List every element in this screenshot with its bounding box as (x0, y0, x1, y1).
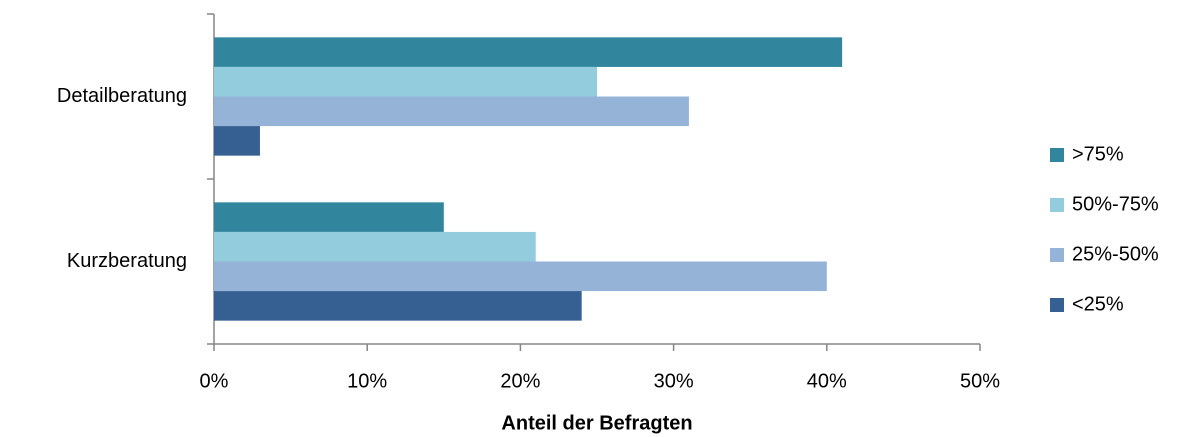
bar (214, 126, 260, 156)
x-tick-label: 40% (807, 370, 847, 392)
legend-swatch (1050, 298, 1064, 312)
bar (214, 291, 582, 321)
x-tick-label: 20% (500, 370, 540, 392)
x-tick-label: 50% (960, 370, 1000, 392)
legend-label: <25% (1072, 293, 1124, 315)
legend-swatch (1050, 148, 1064, 162)
x-tick-label: 30% (654, 370, 694, 392)
legend-swatch (1050, 198, 1064, 212)
y-tick-label: Detailberatung (57, 85, 187, 107)
bar (214, 37, 843, 67)
bar (214, 96, 689, 127)
x-axis-label: Anteil der Befragten (501, 412, 692, 434)
bar (214, 231, 536, 262)
bar (214, 261, 827, 292)
x-tick-label: 10% (347, 370, 387, 392)
legend-swatch (1050, 248, 1064, 262)
legend-label: 25%-50% (1072, 243, 1159, 265)
bar (214, 202, 444, 232)
bar (214, 66, 597, 97)
y-tick-label: Kurzberatung (67, 250, 187, 272)
legend-label: 50%-75% (1072, 193, 1159, 215)
x-tick-label: 0% (200, 370, 229, 392)
legend-label: >75% (1072, 143, 1124, 165)
